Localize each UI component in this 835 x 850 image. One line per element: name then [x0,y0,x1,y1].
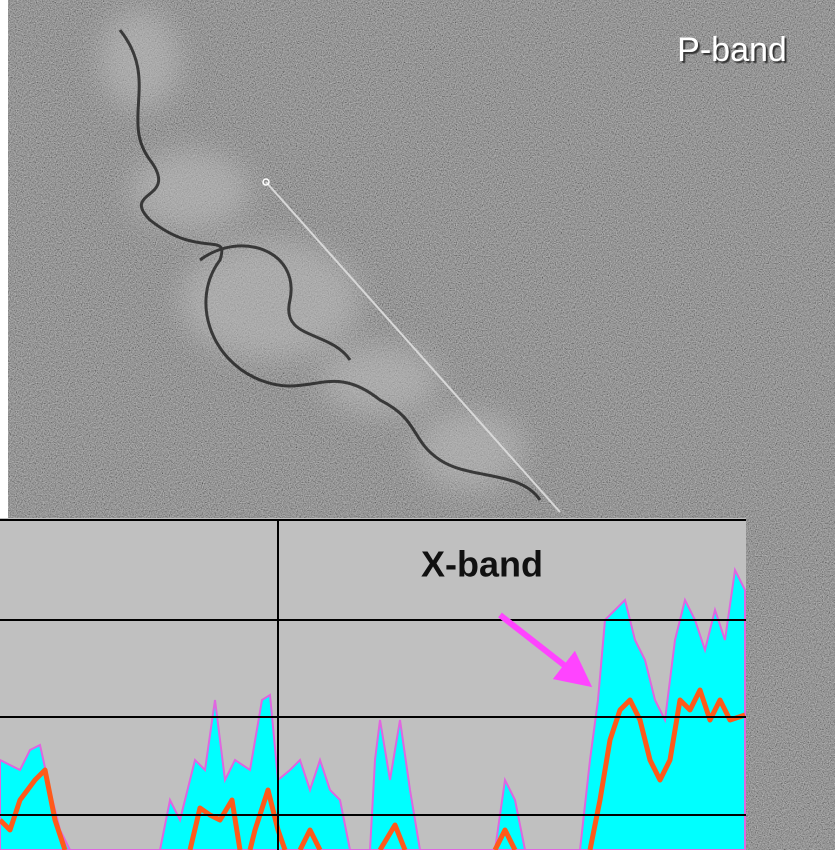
profile-chart: X-band [0,518,746,850]
figure: P-band X-band [0,0,835,850]
image-label: P-band [677,31,787,69]
chart-label: X-band [421,544,543,585]
page: P-band X-band (() => { const data = JSON… [0,0,835,850]
